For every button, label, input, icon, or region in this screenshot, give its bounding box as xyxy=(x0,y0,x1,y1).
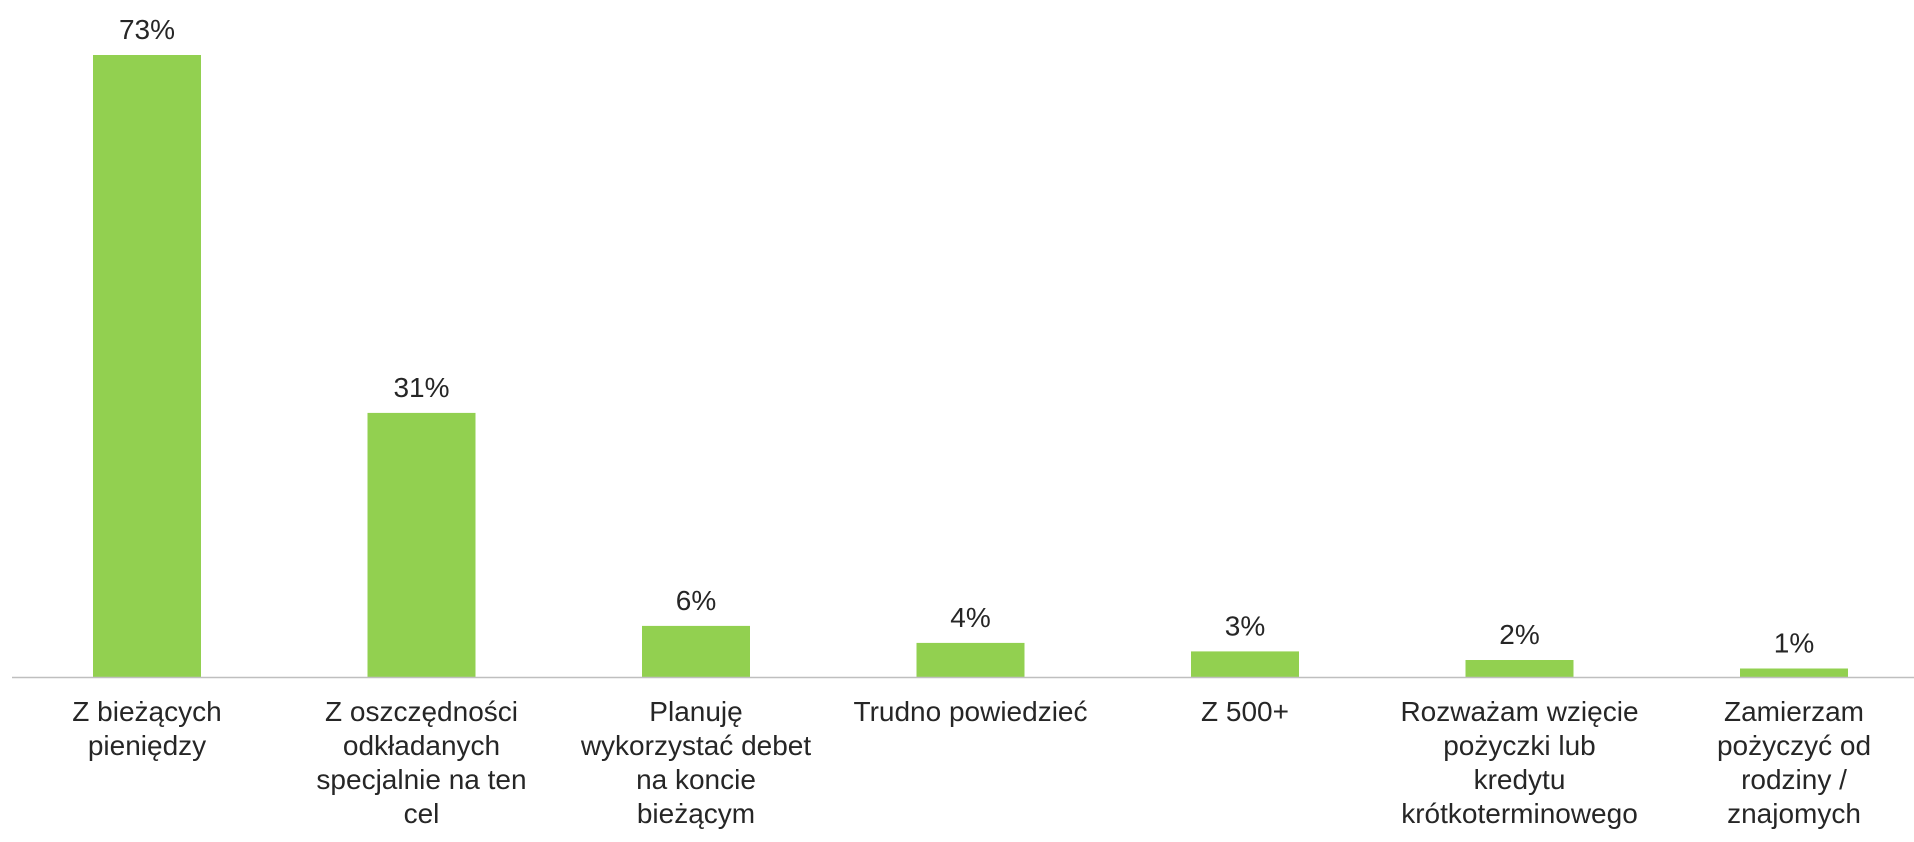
category-label-line: Z bieżących xyxy=(72,696,222,727)
value-label-7: 1% xyxy=(1774,628,1814,659)
bar-4 xyxy=(916,642,1025,677)
category-label-line: Zamierzam xyxy=(1723,696,1864,727)
value-label-4: 4% xyxy=(950,602,990,633)
value-labels-group: 73% 31% 6% 4% 3% 2% 1% xyxy=(119,14,1814,659)
category-label-line: Trudno powiedzieć xyxy=(853,696,1088,727)
value-label-2: 31% xyxy=(393,372,449,403)
category-label-line: znajomych xyxy=(1727,798,1861,829)
category-label-line: kredytu xyxy=(1473,764,1566,795)
category-label-line: pożyczyć od xyxy=(1716,730,1872,761)
category-label-line: bieżącym xyxy=(636,798,756,829)
category-label-7: Zamierzam pożyczyć od rodziny / znajomych xyxy=(1669,695,1914,831)
value-label-6: 2% xyxy=(1499,619,1539,650)
category-label-line: Rozważam wzięcie xyxy=(1400,696,1639,727)
bar-6 xyxy=(1465,660,1574,677)
category-label-line: pożyczki lub xyxy=(1443,730,1596,761)
category-label-line: krótkoterminowego xyxy=(1401,798,1638,829)
category-label-line: pieniędzy xyxy=(87,730,207,761)
category-label-6: Rozważam wzięcie pożyczki lub kredytu krótk… xyxy=(1395,695,1645,831)
category-label-line: cel xyxy=(403,798,440,829)
value-label-3: 6% xyxy=(676,585,716,616)
bar-1 xyxy=(93,55,201,677)
value-label-5: 3% xyxy=(1225,610,1265,641)
category-label-line: wykorzystać debet xyxy=(580,730,812,761)
category-label-line: Z 500+ xyxy=(1201,696,1289,727)
category-label-line: specjalnie na ten xyxy=(316,764,527,795)
category-label-5: Z 500+ xyxy=(1120,695,1370,729)
category-label-1: Z bieżących pieniędzy xyxy=(22,695,272,763)
category-label-2: Z oszczędności odkładanych specjalnie na t… xyxy=(297,695,547,831)
bar-2 xyxy=(367,412,476,677)
bar-3 xyxy=(642,625,750,677)
category-label-4: Trudno powiedzieć xyxy=(846,695,1096,729)
bar-7 xyxy=(1740,668,1848,677)
category-label-line: na koncie xyxy=(636,764,756,795)
category-label-line: rodziny / xyxy=(1741,764,1847,795)
category-label-3: Planuję wykorzystać debet na koncie bieżący… xyxy=(571,695,821,831)
category-label-line: Planuję xyxy=(649,696,743,727)
bar-5 xyxy=(1191,651,1299,677)
bars-group xyxy=(93,55,1848,677)
category-label-line: Z oszczędności xyxy=(325,696,518,727)
value-label-1: 73% xyxy=(119,14,175,45)
category-label-line: odkładanych xyxy=(342,730,501,761)
